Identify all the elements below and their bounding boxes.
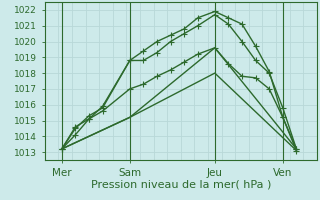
X-axis label: Pression niveau de la mer( hPa ): Pression niveau de la mer( hPa ): [91, 179, 271, 189]
